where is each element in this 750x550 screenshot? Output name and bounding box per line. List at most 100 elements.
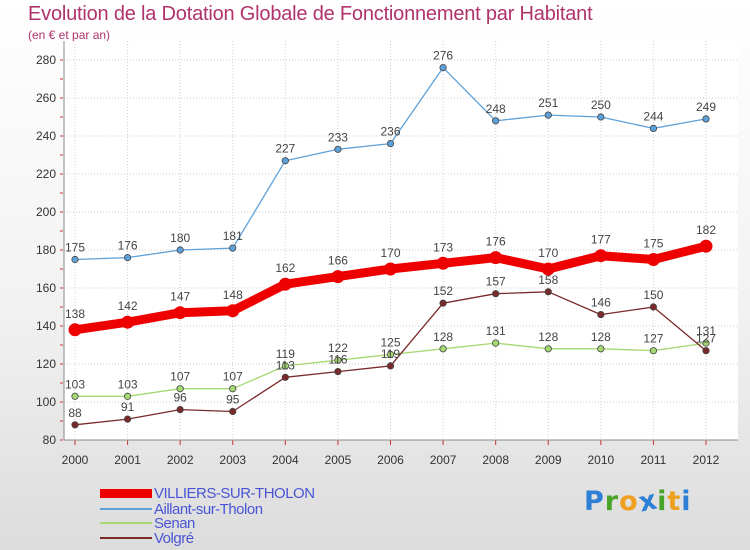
data-label-senan: 128 [591, 330, 611, 344]
data-label-volgre: 146 [591, 296, 611, 310]
data-label-aillant-sur-tholon: 176 [118, 239, 138, 253]
logo-letter: r [604, 486, 620, 517]
data-label-aillant-sur-tholon: 181 [223, 229, 243, 243]
data-point-senan [123, 392, 132, 400]
data-label-villiers-sur-tholon: 138 [65, 307, 85, 321]
data-point-volgre [597, 310, 605, 319]
data-label-senan: 128 [538, 330, 558, 344]
logo-letter: t [667, 486, 682, 517]
data-point-senan [176, 385, 184, 393]
legend-item: Senan [100, 514, 195, 532]
data-label-senan: 103 [65, 377, 85, 391]
x-tick-label: 2003 [219, 453, 246, 467]
data-label-villiers-sur-tholon: 175 [643, 237, 663, 251]
data-point-volgre [386, 362, 395, 370]
data-point-senan [702, 339, 710, 347]
data-point-volgre [544, 288, 552, 296]
data-point-senan [281, 362, 289, 370]
data-point-villiers-sur-tholon [226, 304, 240, 318]
data-label-villiers-sur-tholon: 170 [538, 246, 558, 260]
data-point-volgre [71, 421, 79, 429]
data-label-volgre: 88 [68, 406, 82, 420]
data-label-villiers-sur-tholon: 166 [328, 254, 348, 268]
data-label-volgre: 158 [538, 273, 558, 287]
y-tick-label: 100 [36, 395, 56, 409]
data-point-villiers-sur-tholon [646, 253, 660, 266]
data-label-volgre: 150 [643, 288, 663, 302]
x-tick-label: 2011 [641, 453, 667, 467]
x-tick-label: 2001 [114, 453, 141, 467]
data-point-aillant-sur-tholon [386, 140, 395, 148]
data-label-villiers-sur-tholon: 162 [275, 261, 295, 275]
data-point-villiers-sur-tholon [68, 323, 82, 337]
x-tick-label: 2005 [325, 453, 352, 467]
data-label-volgre: 152 [433, 284, 453, 298]
data-point-aillant-sur-tholon [544, 111, 552, 119]
data-point-aillant-sur-tholon [281, 157, 289, 165]
data-point-senan [334, 356, 342, 364]
data-label-volgre: 113 [276, 358, 295, 372]
x-tick-label: 2006 [377, 453, 404, 467]
data-point-aillant-sur-tholon [597, 113, 605, 121]
data-point-aillant-sur-tholon [492, 117, 500, 125]
data-label-senan: 127 [643, 332, 663, 346]
legend-swatch [100, 522, 152, 524]
data-label-villiers-sur-tholon: 170 [380, 246, 400, 260]
chart-title: Evolution de la Dotation Globale de Fonc… [28, 3, 593, 25]
data-point-aillant-sur-tholon [702, 115, 710, 123]
logo-letter: i [681, 486, 692, 517]
data-point-volgre [649, 303, 658, 311]
data-label-volgre: 157 [486, 275, 506, 289]
data-label-villiers-sur-tholon: 177 [591, 233, 611, 247]
legend-label: Aillant-sur-Tholon [154, 500, 263, 518]
legend-item: Volgré [100, 529, 194, 547]
proxiti-logo: Proxiti [584, 484, 692, 518]
data-point-villiers-sur-tholon [436, 256, 450, 270]
data-point-volgre [176, 405, 184, 414]
data-point-senan [544, 345, 552, 353]
data-point-aillant-sur-tholon [229, 244, 237, 252]
legend-swatch [100, 488, 152, 498]
x-tick-label: 2009 [535, 453, 562, 467]
x-tick-label: 2002 [167, 453, 194, 467]
legend-label: Senan [154, 514, 195, 532]
data-point-villiers-sur-tholon [594, 249, 608, 263]
data-point-aillant-sur-tholon [123, 254, 132, 262]
data-point-villiers-sur-tholon [489, 251, 503, 265]
data-label-senan: 128 [433, 330, 453, 344]
data-point-aillant-sur-tholon [176, 246, 184, 254]
data-label-volgre: 119 [381, 347, 400, 361]
data-point-aillant-sur-tholon [439, 64, 447, 72]
legend-label: Volgré [154, 529, 194, 547]
y-tick-label: 260 [36, 91, 56, 105]
data-point-aillant-sur-tholon [71, 255, 79, 264]
data-label-senan: 122 [328, 341, 348, 355]
data-label-aillant-sur-tholon: 248 [486, 102, 506, 116]
data-point-senan [492, 339, 500, 347]
chart-subtitle: (en € et par an) [28, 28, 111, 42]
data-label-aillant-sur-tholon: 180 [170, 231, 190, 245]
logo-letter: P [584, 486, 605, 517]
data-point-senan [229, 385, 237, 393]
data-point-villiers-sur-tholon [699, 239, 713, 253]
data-label-villiers-sur-tholon: 148 [223, 288, 243, 302]
data-label-volgre: 127 [696, 332, 716, 346]
data-point-senan [71, 392, 79, 400]
data-label-aillant-sur-tholon: 236 [380, 125, 400, 139]
data-label-senan: 103 [118, 377, 138, 391]
data-label-aillant-sur-tholon: 233 [328, 130, 348, 144]
data-label-volgre: 116 [328, 353, 347, 367]
y-tick-label: 200 [36, 205, 56, 219]
legend-label: VILLIERS-SUR-THOLON [154, 484, 315, 502]
data-label-villiers-sur-tholon: 176 [486, 235, 506, 249]
y-tick-label: 240 [36, 129, 56, 143]
data-point-senan [386, 350, 395, 359]
data-point-villiers-sur-tholon [121, 315, 135, 329]
data-label-senan: 131 [696, 324, 716, 338]
x-tick-label: 2008 [482, 453, 509, 467]
logo-letter: o [619, 486, 639, 517]
data-point-volgre [492, 290, 500, 298]
data-point-senan [439, 345, 447, 353]
